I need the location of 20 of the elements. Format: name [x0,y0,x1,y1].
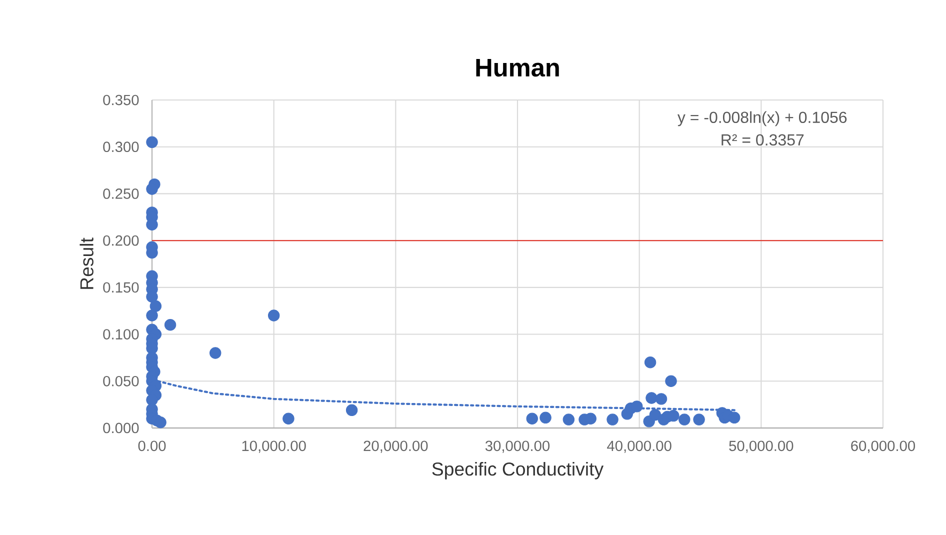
y-tick-label: 0.250 [103,188,139,199]
x-tick-label: 10,000.00 [242,440,306,453]
chart-title: Human [476,58,559,77]
x-tick-label: 50,000.00 [729,440,794,453]
y-tick-label: 0.200 [103,235,139,246]
annotation: R² = 0.3357 [722,134,804,146]
x-tick-label: 20,000.00 [364,440,428,453]
x-tick-label: 30,000.00 [485,440,550,453]
y-axis-title: Result [80,238,94,289]
y-tick-label: 0.350 [103,94,139,106]
y-tick-label: 0.000 [103,422,139,434]
x-tick-label: 0.00 [138,440,166,452]
annotation: y = -0.008ln(x) + 0.1056 [677,111,847,126]
x-axis-title: Specific Conductivity [432,462,604,480]
x-tick-label: 60,000.00 [851,440,916,453]
y-tick-label: 0.150 [103,282,139,293]
y-tick-label: 0.050 [103,376,139,386]
x-tick-label: 40,000.00 [607,440,672,453]
y-tick-label: 0.300 [103,142,139,152]
y-tick-label: 0.100 [103,329,139,340]
